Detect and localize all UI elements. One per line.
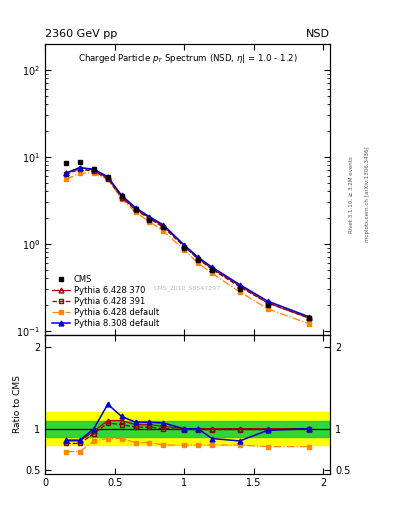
CMS: [182, 245, 187, 251]
Pythia 6.428 default: [209, 270, 214, 276]
CMS: [237, 286, 242, 292]
CMS: [265, 302, 270, 308]
Line: Pythia 6.428 391: Pythia 6.428 391: [64, 167, 311, 320]
Pythia 6.428 370: [133, 206, 138, 212]
Pythia 8.308 default: [133, 205, 138, 211]
CMS: [119, 194, 124, 200]
Pythia 6.428 default: [133, 209, 138, 216]
Pythia 6.428 370: [147, 215, 152, 221]
Line: Pythia 6.428 default: Pythia 6.428 default: [64, 171, 311, 326]
Pythia 6.428 391: [133, 207, 138, 213]
Pythia 8.308 default: [64, 170, 68, 176]
Pythia 8.308 default: [265, 298, 270, 304]
CMS: [64, 160, 68, 166]
Text: Rivet 3.1.10, ≥ 3.2M events: Rivet 3.1.10, ≥ 3.2M events: [349, 156, 354, 233]
CMS: [209, 267, 214, 273]
Pythia 6.428 370: [161, 223, 166, 229]
Pythia 8.308 default: [92, 166, 96, 172]
Pythia 6.428 default: [237, 289, 242, 295]
CMS: [133, 206, 138, 212]
CMS: [161, 224, 166, 230]
Text: mcplots.cern.ch [arXiv:1306.3436]: mcplots.cern.ch [arXiv:1306.3436]: [365, 147, 370, 242]
Pythia 8.308 default: [307, 314, 312, 320]
Pythia 6.428 370: [182, 243, 187, 249]
Pythia 8.308 default: [196, 254, 200, 261]
Pythia 6.428 370: [92, 167, 96, 174]
CMS: [196, 257, 200, 263]
Pythia 6.428 370: [105, 175, 110, 181]
Pythia 6.428 default: [64, 176, 68, 182]
Pythia 8.308 default: [237, 282, 242, 288]
Pythia 6.428 391: [182, 244, 187, 250]
CMS: [307, 315, 312, 321]
Pythia 8.308 default: [77, 164, 82, 170]
Pythia 6.428 default: [105, 176, 110, 182]
Legend: CMS, Pythia 6.428 370, Pythia 6.428 391, Pythia 6.428 default, Pythia 8.308 defa: CMS, Pythia 6.428 370, Pythia 6.428 391,…: [50, 272, 161, 331]
Pythia 6.428 default: [196, 260, 200, 266]
Y-axis label: Ratio to CMS: Ratio to CMS: [13, 375, 22, 433]
CMS: [105, 174, 110, 180]
Pythia 6.428 370: [196, 255, 200, 262]
Pythia 6.428 391: [196, 256, 200, 262]
Pythia 6.428 370: [119, 194, 124, 200]
Pythia 6.428 391: [119, 195, 124, 201]
Pythia 6.428 391: [265, 300, 270, 306]
Pythia 8.308 default: [147, 214, 152, 220]
Pythia 6.428 default: [265, 306, 270, 312]
Pythia 6.428 default: [92, 170, 96, 176]
Pythia 6.428 370: [77, 164, 82, 170]
Pythia 6.428 370: [209, 266, 214, 272]
Pythia 6.428 default: [182, 247, 187, 253]
Pythia 8.308 default: [182, 242, 187, 248]
Pythia 6.428 370: [64, 170, 68, 176]
Pythia 6.428 391: [209, 266, 214, 272]
Line: CMS: CMS: [64, 159, 312, 321]
Pythia 8.308 default: [209, 264, 214, 270]
Pythia 6.428 default: [161, 228, 166, 234]
CMS: [147, 217, 152, 223]
Text: Charged Particle $p_T$ Spectrum (NSD, $\eta$| = 1.0 - 1.2): Charged Particle $p_T$ Spectrum (NSD, $\…: [78, 52, 298, 65]
Text: CMS_2010_S8547297: CMS_2010_S8547297: [154, 285, 221, 291]
Pythia 6.428 370: [237, 283, 242, 289]
Pythia 6.428 default: [119, 196, 124, 202]
Pythia 6.428 391: [237, 284, 242, 290]
CMS: [92, 166, 96, 172]
Pythia 6.428 370: [265, 300, 270, 306]
Pythia 6.428 default: [147, 219, 152, 225]
Pythia 6.428 391: [77, 166, 82, 172]
Pythia 6.428 391: [307, 315, 312, 321]
Pythia 6.428 391: [147, 216, 152, 222]
Pythia 6.428 391: [105, 176, 110, 182]
Text: 2360 GeV pp: 2360 GeV pp: [45, 29, 118, 39]
Pythia 8.308 default: [161, 222, 166, 228]
Pythia 8.308 default: [105, 174, 110, 180]
Pythia 6.428 391: [161, 224, 166, 230]
Pythia 6.428 default: [77, 170, 82, 176]
Pythia 6.428 391: [92, 168, 96, 175]
Pythia 6.428 391: [64, 171, 68, 177]
Pythia 8.308 default: [119, 193, 124, 199]
CMS: [77, 159, 82, 165]
Line: Pythia 6.428 370: Pythia 6.428 370: [64, 165, 312, 321]
Pythia 6.428 370: [307, 315, 312, 321]
Pythia 6.428 default: [307, 321, 312, 327]
Text: NSD: NSD: [306, 29, 330, 39]
Line: Pythia 8.308 default: Pythia 8.308 default: [64, 165, 312, 319]
